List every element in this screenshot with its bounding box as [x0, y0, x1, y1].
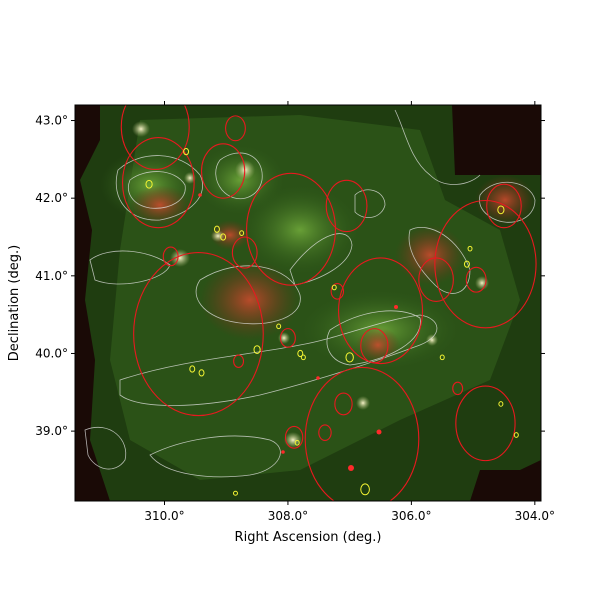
red-circle-3 — [225, 115, 246, 142]
y-tick-label-1: 40.0° — [35, 346, 68, 360]
yellow-circle-18 — [498, 401, 504, 407]
red-circle-14 — [360, 328, 389, 364]
plot-frame — [74, 104, 542, 502]
red-circle-10 — [434, 199, 537, 329]
yellow-circle-7 — [497, 205, 505, 215]
yellow-circle-4 — [239, 230, 245, 236]
red-circle-21 — [233, 354, 245, 368]
y-tick-label-0: 39.0° — [35, 424, 68, 438]
y-axis-label: Declination (deg.) — [7, 245, 22, 361]
red-circle-19 — [284, 425, 304, 449]
x-tick-label-3: 304.0° — [515, 509, 555, 523]
mosaic-background — [75, 105, 541, 501]
axis-ticks: 310.0° 308.0° 306.0° 304.0° 39.0° 40.0° 41.0° 4… — [35, 101, 555, 523]
yellow-circle-1 — [145, 179, 153, 189]
yellow-circle-16 — [439, 354, 445, 361]
red-circle-20 — [318, 424, 332, 441]
yellow-circle-15 — [360, 483, 370, 496]
red-circle-6 — [231, 236, 258, 269]
yellow-circle-10 — [297, 349, 304, 358]
red-circle-11 — [486, 183, 522, 229]
yellow-circle-14 — [345, 352, 354, 363]
yellow-circle-6 — [467, 245, 473, 252]
red-circle-15 — [304, 366, 420, 501]
red-circle-12 — [418, 257, 454, 302]
yellow-circle-12 — [189, 365, 196, 373]
red-circle-4 — [246, 172, 337, 286]
x-tick-label-0: 310.0° — [144, 509, 184, 523]
x-axis-label: Right Ascension (deg.) — [235, 530, 382, 545]
x-tick-label-2: 306.0° — [391, 509, 431, 523]
y-tick-label-2: 41.0° — [35, 269, 68, 283]
y-tick-label-4: 43.0° — [35, 114, 68, 128]
x-tick-label-1: 308.0° — [268, 509, 308, 523]
red-circle-8 — [133, 251, 264, 417]
yellow-circle-20 — [294, 439, 300, 446]
yellow-circle-3 — [220, 233, 227, 241]
contour-lines — [84, 109, 536, 478]
red-circle-1 — [121, 137, 195, 229]
yellow-circle-11 — [300, 354, 306, 361]
red-circle-5 — [325, 179, 368, 233]
red-circle-13 — [465, 266, 487, 293]
red-circle-9 — [338, 257, 424, 365]
red-circle-2 — [200, 143, 246, 199]
red-dots — [198, 193, 398, 471]
red-circle-18 — [330, 283, 345, 300]
yellow-circle-19 — [331, 284, 337, 291]
yellow-circle-17 — [513, 432, 519, 438]
yellow-circle-5 — [463, 260, 470, 268]
red-circle-22 — [452, 381, 464, 396]
source-circles — [120, 105, 537, 501]
yellow-circle-8 — [253, 345, 261, 354]
red-circle-16 — [455, 385, 516, 462]
yellow-circle-2 — [213, 225, 220, 233]
yellow-circle-13 — [198, 369, 205, 377]
yellow-circle-9 — [276, 323, 282, 330]
yellow-circle-21 — [232, 490, 238, 496]
yellow-circle-0 — [183, 147, 190, 156]
red-circle-17 — [334, 392, 353, 416]
red-circle-0 — [120, 105, 190, 170]
y-tick-label-3: 42.0° — [35, 191, 68, 205]
red-circle-23 — [279, 328, 296, 348]
